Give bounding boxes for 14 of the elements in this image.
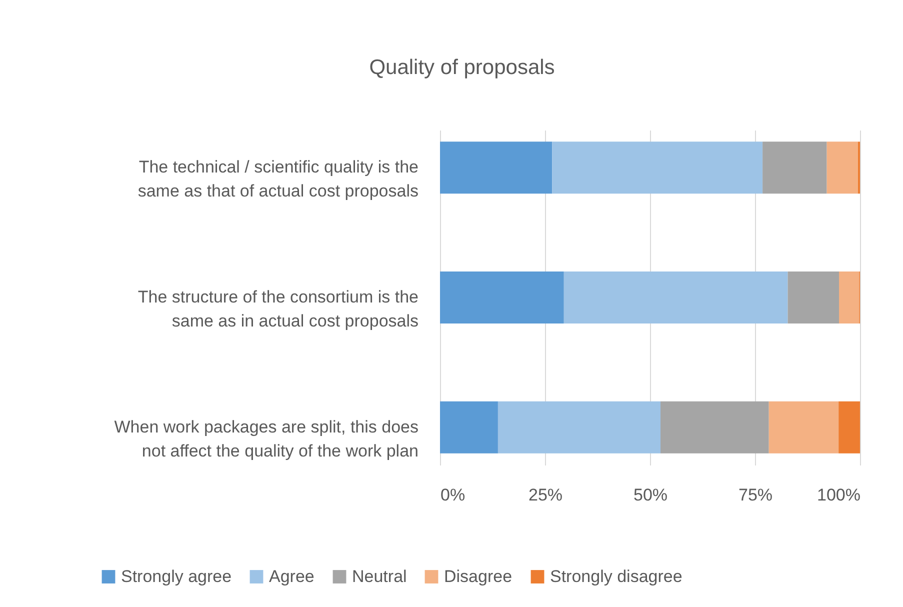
x-tick-label: 100% [817,486,860,504]
x-tick-label: 0% [440,486,466,504]
legend-label: Neutral [352,566,407,586]
x-tick-label: 25% [528,486,563,504]
legend-label: Strongly disagree [550,566,682,586]
y-tick-label: The structure of the consortium is the same as in actual cost proposals [138,288,418,330]
legend-label: Disagree [444,566,512,586]
y-tick-label: When work packages are split, this does not affect the quality of the work plan [114,417,418,460]
legend-label: Agree [269,566,314,586]
chart-title: Quality of proposals [369,56,555,79]
y-tick-label: The technical / scientific quality is the same as that of actual cost proposals [138,158,418,201]
x-tick-label: 75% [738,486,773,504]
x-tick-label: 50% [633,486,668,504]
legend-label: Strongly agree [121,566,232,586]
